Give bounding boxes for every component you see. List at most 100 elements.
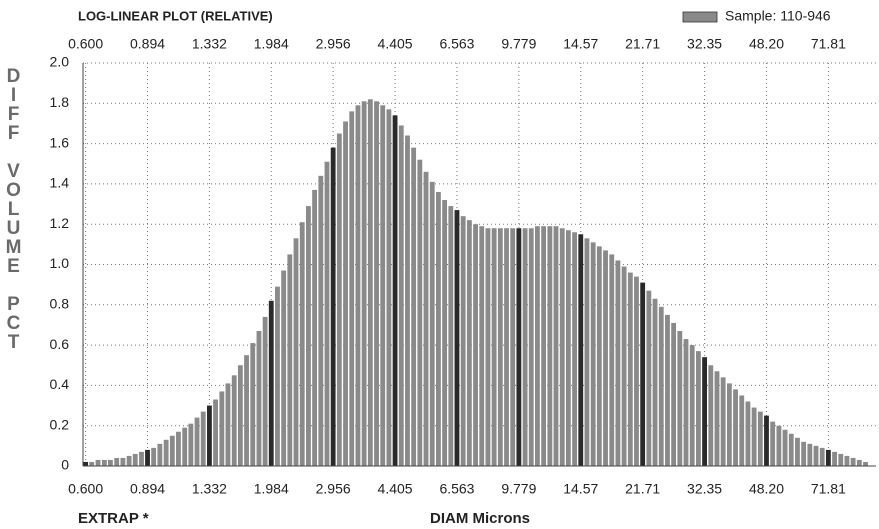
y-tick-label: 1.4: [50, 175, 70, 191]
bar: [856, 459, 862, 466]
bar: [565, 230, 571, 466]
x-tick-label-top: 6.563: [439, 36, 474, 52]
bar: [318, 175, 324, 466]
bar: [429, 181, 435, 466]
bar: [838, 453, 844, 466]
bar: [108, 459, 113, 466]
bar: [795, 437, 800, 466]
bar: [411, 147, 417, 466]
bar: [665, 314, 670, 466]
bar: [423, 171, 429, 466]
bar: [219, 391, 225, 466]
bar: [801, 441, 807, 466]
bar: [850, 457, 856, 466]
bar: [293, 238, 299, 466]
bar: [640, 282, 646, 466]
bar: [696, 351, 701, 466]
x-tick-label: 2.956: [316, 481, 351, 497]
x-tick-label-top: 2.956: [316, 36, 351, 52]
bar: [745, 401, 751, 466]
bar: [83, 461, 89, 466]
bar: [188, 423, 194, 466]
bar: [231, 375, 237, 466]
bar: [182, 427, 188, 466]
bar: [343, 121, 348, 466]
x-tick-label: 1.332: [192, 481, 227, 497]
x-tick-label-top: 71.81: [811, 36, 846, 52]
bar: [646, 290, 652, 466]
bar: [169, 435, 175, 466]
bar: [720, 377, 726, 466]
bar: [386, 109, 392, 466]
bar: [627, 272, 633, 466]
bar: [535, 226, 540, 466]
bar: [621, 266, 627, 466]
bar: [89, 461, 95, 466]
x-tick-label-top: 32.35: [687, 36, 722, 52]
bar: [473, 224, 478, 466]
bar: [287, 254, 293, 466]
bar: [603, 250, 608, 466]
bar: [374, 101, 379, 466]
x-tick-label-top: 4.405: [378, 36, 413, 52]
bar: [392, 115, 398, 466]
y-axis-label: DIFF VOLUME PCT: [3, 66, 24, 351]
bar: [782, 429, 788, 466]
bar: [584, 238, 590, 466]
x-tick-label-top: 14.57: [563, 36, 598, 52]
y-tick-label: 1.2: [50, 215, 70, 231]
bar: [776, 425, 782, 466]
bar: [578, 234, 584, 466]
x-tick-label: 0.600: [68, 481, 103, 497]
bar: [262, 316, 268, 466]
x-tick-label: 0.894: [130, 481, 165, 497]
bar: [844, 455, 850, 466]
bar: [120, 457, 126, 466]
bar: [714, 371, 720, 466]
bar: [306, 206, 311, 466]
bar: [114, 457, 120, 466]
bar: [436, 191, 441, 466]
bar: [708, 365, 714, 466]
bar: [479, 226, 485, 466]
bar: [522, 228, 528, 466]
bar: [442, 200, 448, 466]
y-tick-label: 0.6: [50, 336, 70, 352]
bar: [145, 449, 150, 466]
legend-label: Sample: 110-946: [725, 8, 831, 24]
bar: [330, 147, 336, 466]
bar: [510, 228, 516, 466]
x-tick-label: 14.57: [563, 481, 598, 497]
bar: [367, 99, 373, 467]
x-tick-label-top: 1.984: [254, 36, 289, 52]
bar: [751, 407, 757, 466]
bar: [213, 399, 218, 466]
x-tick-label-top: 9.779: [501, 36, 536, 52]
bar: [819, 447, 825, 466]
bar: [764, 415, 769, 466]
bar: [609, 254, 615, 466]
y-tick-label: 1.0: [50, 255, 70, 271]
y-tick-label: 2.0: [50, 54, 70, 70]
bar: [497, 228, 503, 466]
x-axis-label: DIAM Microns: [430, 510, 530, 527]
x-tick-label: 1.984: [254, 481, 289, 497]
bar: [658, 306, 664, 466]
bar: [813, 445, 819, 466]
bar: [553, 226, 559, 466]
bar: [132, 453, 138, 466]
x-tick-label: 48.20: [749, 481, 784, 497]
bar: [491, 228, 497, 466]
bar: [504, 228, 509, 466]
bar: [299, 222, 305, 466]
bar: [528, 228, 534, 466]
bar: [652, 298, 658, 466]
bar: [101, 459, 107, 466]
bar: [825, 449, 831, 466]
bar: [757, 411, 763, 466]
x-tick-label: 6.563: [439, 481, 474, 497]
bar: [417, 159, 423, 466]
bar: [788, 433, 794, 466]
bar: [380, 105, 386, 466]
